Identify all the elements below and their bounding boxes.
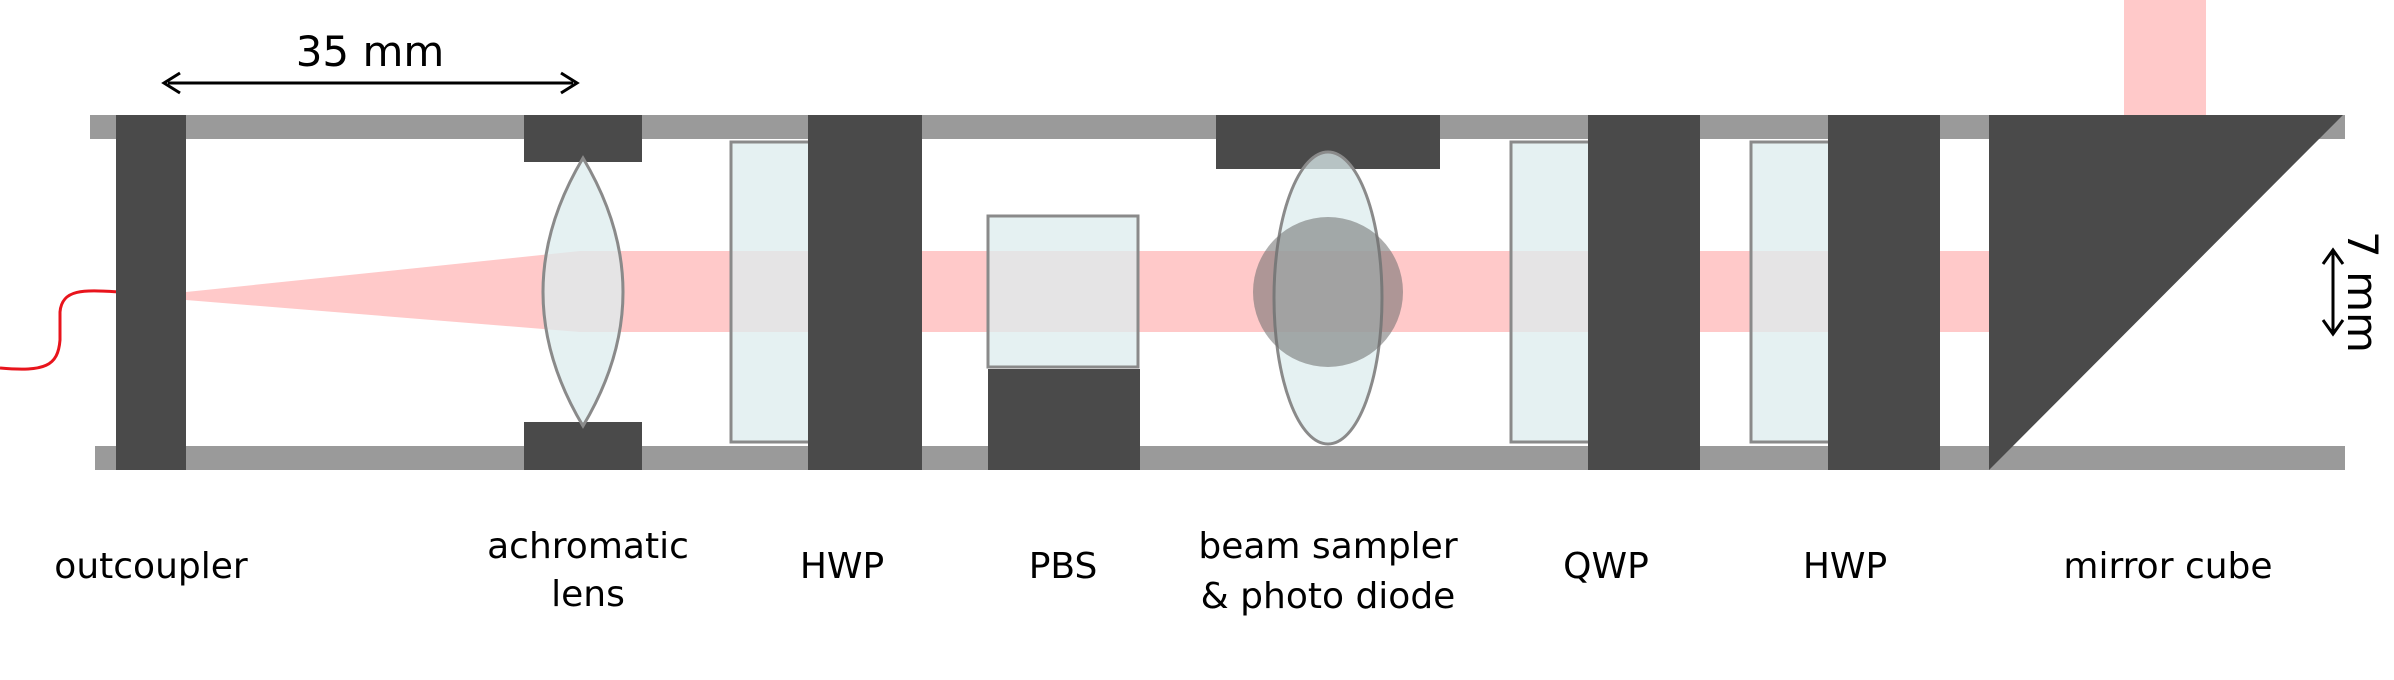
lens-mount-top bbox=[524, 115, 642, 162]
achromatic-lens-element bbox=[541, 155, 625, 429]
hwp-2-waveplate bbox=[1749, 140, 1833, 444]
qwp-mount bbox=[1588, 115, 1700, 470]
pbs-mount bbox=[988, 369, 1140, 470]
length-dimension-label: 35 mm bbox=[296, 27, 445, 76]
photo-diode bbox=[1253, 217, 1403, 367]
label-outcoupler: outcoupler bbox=[54, 546, 248, 587]
hwp-1-waveplate bbox=[729, 140, 813, 444]
mirror-cube-body bbox=[1989, 115, 2343, 470]
label-achromatic-lens-line2: lens bbox=[551, 574, 625, 615]
beam-dimension-label: 7 mm bbox=[2338, 231, 2387, 353]
label-achromatic-lens-line1: achromatic bbox=[487, 526, 689, 567]
label-pbs: PBS bbox=[1029, 546, 1098, 587]
label-qwp: QWP bbox=[1563, 546, 1649, 587]
length-arrow-left bbox=[161, 71, 181, 95]
optical-fiber bbox=[0, 289, 121, 371]
hwp-1-mount bbox=[808, 115, 922, 470]
label-hwp-1: HWP bbox=[800, 546, 884, 587]
hwp-2-mount bbox=[1828, 115, 1940, 470]
lens-mount-bottom bbox=[524, 422, 642, 470]
output-beam-vertical bbox=[2124, 0, 2206, 116]
qwp-waveplate bbox=[1509, 140, 1593, 444]
diverging-beam bbox=[186, 251, 580, 332]
beam-arrow-bottom bbox=[2321, 319, 2345, 337]
beam-arrow-top bbox=[2321, 247, 2345, 265]
label-beam-sampler-line1: beam sampler bbox=[1198, 526, 1457, 567]
bottom-rail bbox=[95, 446, 2345, 470]
label-mirror-cube: mirror cube bbox=[2063, 546, 2272, 587]
label-hwp-2: HWP bbox=[1803, 546, 1887, 587]
pbs-cube bbox=[986, 214, 1140, 369]
length-arrow-right bbox=[560, 71, 580, 95]
label-beam-sampler-line2: & photo diode bbox=[1201, 576, 1456, 617]
outcoupler-mount bbox=[116, 115, 186, 470]
